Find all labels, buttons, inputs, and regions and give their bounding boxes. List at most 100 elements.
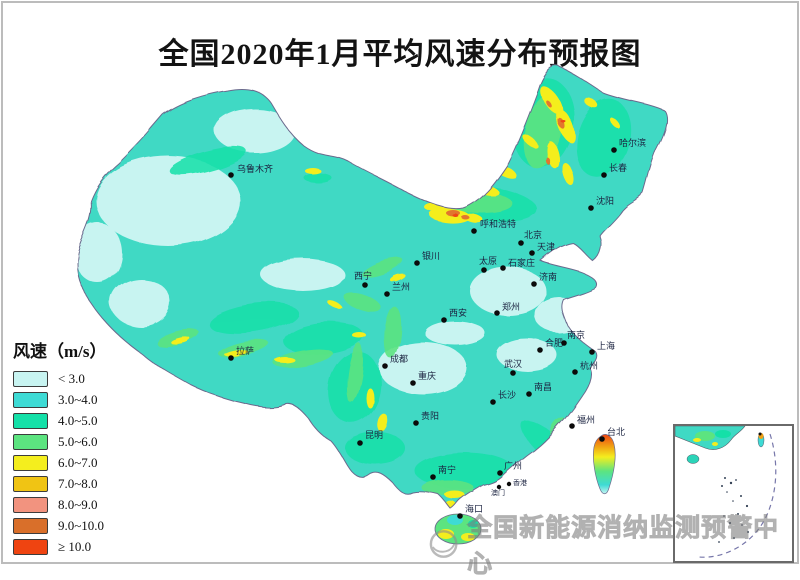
legend-item-label: 8.0~9.0 (58, 496, 98, 512)
city-dot (382, 363, 388, 369)
city-dot (506, 481, 512, 487)
city-dot (529, 250, 535, 256)
legend-item-label: 3.0~4.0 (58, 391, 98, 407)
legend-swatch (13, 370, 48, 387)
city-marker: 呼和浩特 (471, 218, 516, 234)
city-label: 昆明 (365, 430, 383, 440)
city-dot (357, 440, 363, 446)
city-label: 合肥 (545, 337, 563, 348)
legend-item-label: ≥ 10.0 (58, 538, 92, 554)
legend-item-label: 6.0~7.0 (58, 454, 98, 470)
city-marker: 重庆 (410, 370, 436, 386)
city-marker: 合肥 (537, 337, 563, 353)
city-dot (531, 281, 537, 287)
city-label: 西安 (449, 307, 467, 318)
city-label: 北京 (524, 229, 542, 240)
city-marker: 贵阳 (413, 410, 439, 426)
city-marker: 上海 (589, 340, 615, 355)
city-dot (526, 391, 532, 397)
legend-swatch (13, 496, 48, 513)
city-marker: 香港 (506, 478, 527, 487)
legend-swatch (13, 433, 48, 450)
city-dot (611, 147, 617, 153)
city-dot (471, 228, 477, 234)
city-dot (599, 436, 605, 442)
city-marker: 乌鲁木齐 (228, 163, 273, 178)
city-label: 上海 (597, 340, 615, 351)
city-marker: 西安 (441, 307, 467, 323)
city-dot (510, 370, 516, 376)
city-dot (601, 172, 607, 178)
legend-item: 5.0~6.0 (13, 433, 107, 450)
city-marker: 西宁 (354, 270, 372, 288)
legend-item: 9.0~10.0 (13, 517, 107, 534)
city-label: 乌鲁木齐 (237, 163, 273, 174)
legend-item: 7.0~8.0 (13, 475, 107, 492)
city-dot (518, 240, 524, 246)
city-dot (561, 340, 567, 346)
city-label: 香港 (513, 478, 527, 487)
city-marker: 海口 (457, 503, 483, 519)
city-label: 银川 (422, 250, 440, 261)
city-marker: 澳门 (491, 484, 505, 497)
city-dot (588, 205, 594, 211)
legend-item: 6.0~7.0 (13, 454, 107, 471)
legend-item-label: 7.0~8.0 (58, 475, 98, 491)
legend-item-label: 4.0~5.0 (58, 412, 98, 428)
legend-item: 3.0~4.0 (13, 391, 107, 408)
legend-swatch (13, 475, 48, 492)
city-label: 贵阳 (421, 410, 439, 421)
legend-swatch (13, 517, 48, 534)
legend-item: 8.0~9.0 (13, 496, 107, 513)
city-dot (490, 399, 496, 405)
city-marker: 南京 (561, 329, 585, 346)
city-dot (413, 420, 419, 426)
legend-item-label: 5.0~6.0 (58, 433, 98, 449)
city-dot (496, 484, 502, 490)
city-dot (537, 347, 543, 353)
city-marker: 兰州 (384, 281, 410, 297)
city-label: 哈尔滨 (619, 137, 646, 148)
legend-item: 4.0~5.0 (13, 412, 107, 429)
city-dot (228, 172, 234, 178)
city-marker: 拉萨 (228, 345, 254, 361)
city-marker: 银川 (414, 250, 440, 266)
south-china-sea-inset (673, 424, 794, 563)
city-marker: 哈尔滨 (611, 137, 646, 153)
city-marker: 北京 (518, 229, 542, 246)
map-title: 全国2020年1月平均风速分布预报图 (158, 38, 642, 72)
mainland-region (76, 66, 668, 510)
city-dot (497, 470, 503, 476)
city-dot (362, 282, 368, 288)
legend-swatch (13, 412, 48, 429)
city-label: 成都 (390, 353, 408, 364)
legend-title: 风速（m/s） (13, 342, 107, 361)
city-marker: 昆明 (357, 430, 383, 446)
city-marker: 台北 (599, 426, 625, 442)
city-label: 西宁 (354, 270, 372, 281)
city-label: 郑州 (502, 301, 520, 312)
city-marker: 长春 (601, 162, 627, 178)
wind-speed-legend: 风速（m/s） < 3.0 3.0~4.0 4.0~5.0 5.0~6.0 6.0~7.… (13, 337, 107, 560)
city-marker: 杭州 (572, 360, 598, 375)
city-marker: 成都 (382, 353, 408, 369)
city-dot (414, 260, 420, 266)
city-label: 天津 (537, 242, 555, 252)
city-marker: 南宁 (430, 464, 456, 480)
legend-swatch (13, 454, 48, 471)
city-dot (500, 265, 506, 271)
city-label: 南京 (567, 329, 585, 340)
city-dot (384, 291, 390, 297)
city-marker: 天津 (529, 242, 555, 256)
legend-item: ≥ 10.0 (13, 538, 107, 555)
city-dot (572, 369, 578, 375)
city-label: 沈阳 (596, 195, 614, 206)
city-label: 福州 (577, 414, 595, 425)
city-label: 南宁 (438, 464, 456, 475)
city-label: 南昌 (534, 381, 552, 392)
city-label: 澳门 (491, 488, 505, 497)
legend-items: < 3.0 3.0~4.0 4.0~5.0 5.0~6.0 6.0~7.0 7.0~8.0… (13, 370, 107, 555)
city-marker: 广州 (497, 460, 522, 476)
city-marker: 福州 (569, 414, 595, 429)
